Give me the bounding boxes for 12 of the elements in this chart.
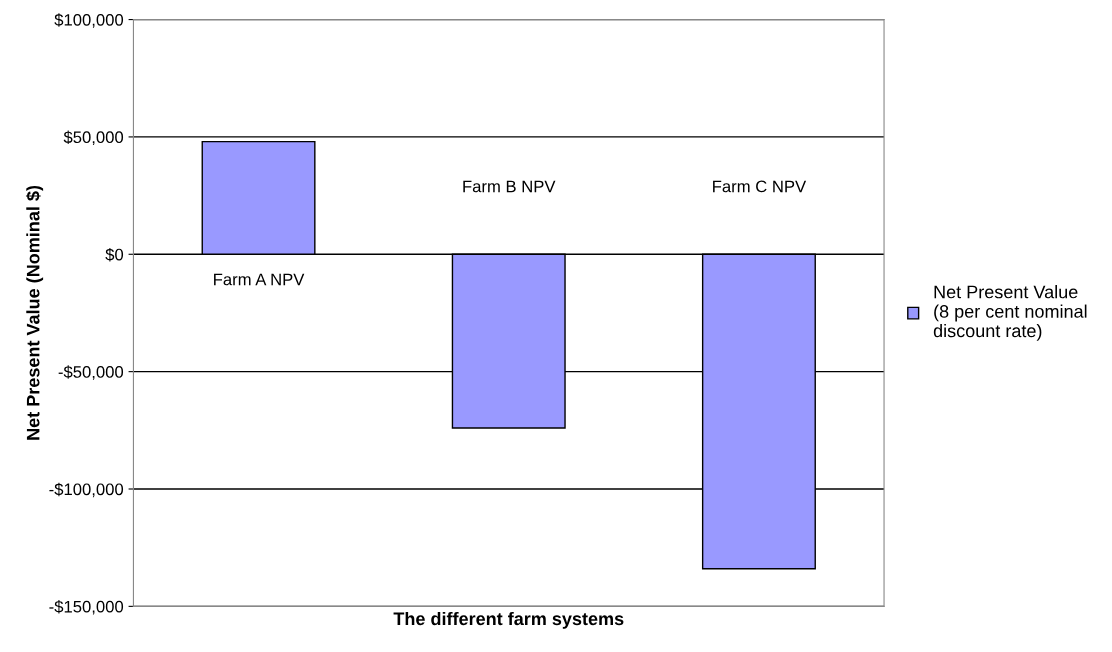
y-tick-label: -$50,000 <box>58 365 124 380</box>
y-axis-title: Net Present Value (Nominal $) <box>25 185 44 440</box>
y-tick-label: $0 <box>105 247 124 262</box>
y-tick-label: -$100,000 <box>49 482 124 498</box>
x-axis-title: The different farm systems <box>393 611 624 629</box>
y-tick-label: $100,000 <box>54 13 124 28</box>
x-tick-label: Farm C NPV <box>713 180 807 193</box>
y-tick-label: $50,000 <box>63 130 124 146</box>
y-tick-label: -$150,000 <box>49 600 124 615</box>
x-tick-label: Farm A NPV <box>214 273 305 286</box>
legend-label: Net Present Value (8 per cent nominal discount rate) <box>933 285 1087 341</box>
x-tick-label: Farm B NPV <box>463 180 556 193</box>
